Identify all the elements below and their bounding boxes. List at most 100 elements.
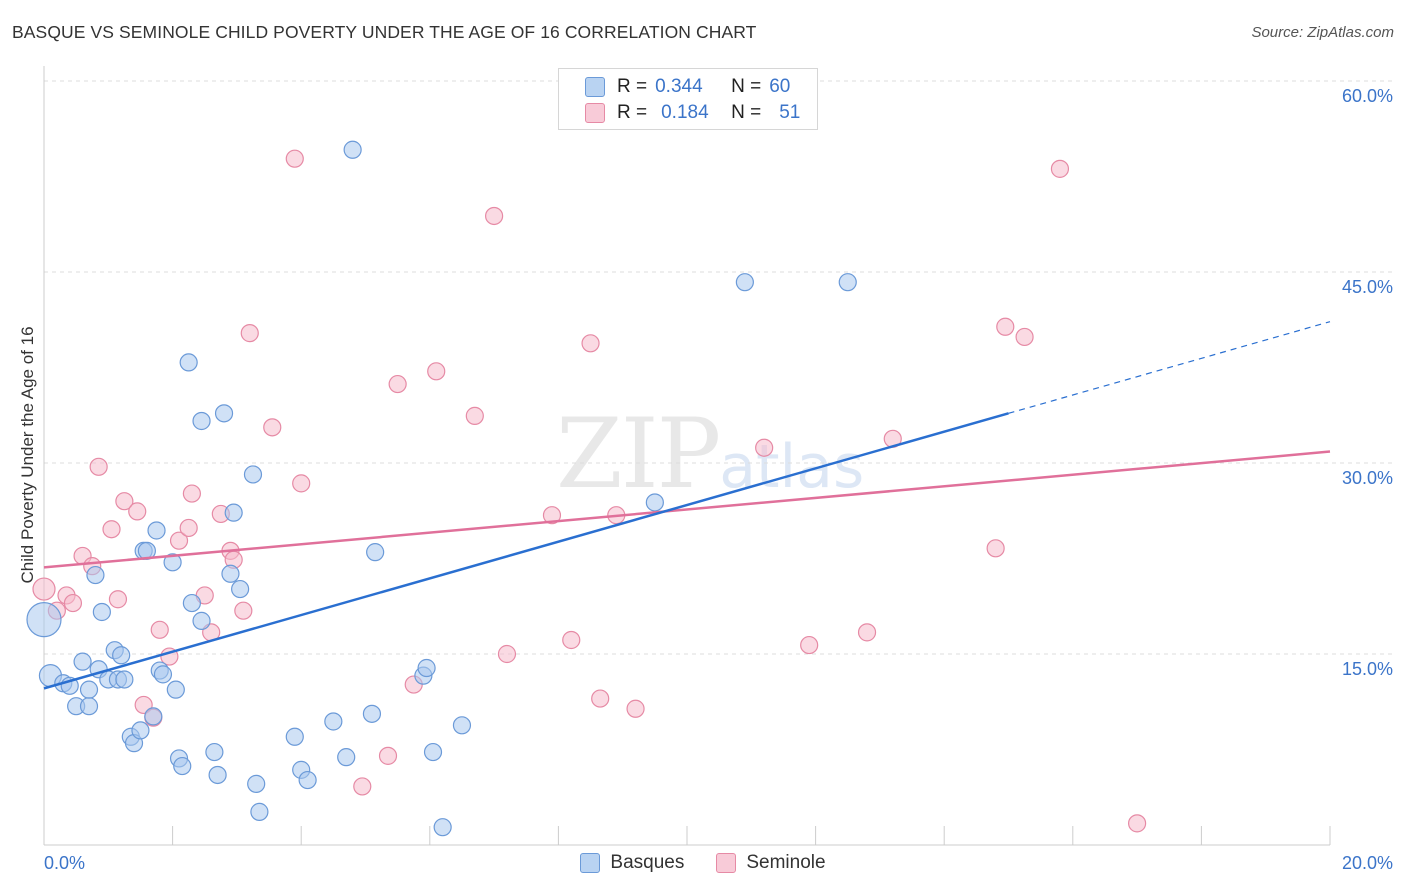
seminole-point <box>285 149 304 168</box>
seminole-trendline <box>43 450 1331 569</box>
seminole-point <box>986 539 1005 558</box>
seminole-point <box>1050 159 1070 178</box>
source-label: Source: ZipAtlas.com <box>1251 24 1394 41</box>
basques-point <box>192 411 211 431</box>
basques-point <box>205 742 224 762</box>
seminole-point <box>115 492 134 511</box>
seminole-point <box>581 334 600 353</box>
basques-point <box>243 465 263 484</box>
seminole-point <box>800 635 819 655</box>
legend-item-seminole: Seminole <box>716 852 826 874</box>
chart-title: BASQUE VS SEMINOLE CHILD POVERTY UNDER T… <box>12 22 757 42</box>
seminole-point <box>755 438 774 457</box>
x-tick-label: 20.0% <box>1342 853 1393 873</box>
watermark-main: ZIP <box>556 398 721 510</box>
basques-point <box>147 521 166 540</box>
basques-point <box>343 140 362 159</box>
basques-point <box>324 712 343 731</box>
y-tick-label: 60.0% <box>1342 86 1393 106</box>
basques-legend-label: Basques <box>610 852 685 873</box>
seminole-point <box>857 623 877 642</box>
seminole-swatch <box>585 103 605 123</box>
basques-point <box>79 697 99 716</box>
basques-r-label: R = <box>617 76 648 97</box>
seminole-point <box>102 520 121 539</box>
basques-point <box>153 665 173 684</box>
seminole-legend-swatch <box>716 853 737 873</box>
seminole-point <box>150 620 169 639</box>
basques-point <box>86 565 105 585</box>
basques-point <box>417 658 436 678</box>
basques-point <box>192 611 211 630</box>
seminole-point <box>240 324 259 343</box>
legend-row-basques: R = 0.344 N = 60 <box>585 75 790 99</box>
seminole-point <box>542 506 562 525</box>
seminole-point <box>89 457 108 476</box>
basques-point <box>221 564 240 583</box>
basques-point <box>298 770 317 790</box>
seminole-point <box>591 689 610 708</box>
y-tick-label: 45.0% <box>1342 277 1393 297</box>
legend-item-basques: Basques <box>580 852 684 874</box>
seminole-point <box>169 531 189 550</box>
seminole-point <box>996 317 1015 336</box>
basques-point <box>423 742 443 762</box>
watermark: ZIPatlas <box>556 398 864 510</box>
basques-n-label: N = <box>731 76 762 97</box>
seminole-legend-label: Seminole <box>746 852 826 873</box>
correlation-legend: R = 0.344 N = 60 R = 0.184 N = 51 <box>558 68 818 130</box>
basques-point <box>166 680 185 699</box>
seminole-point <box>1127 814 1147 833</box>
basques-point <box>115 670 134 689</box>
seminole-point <box>292 474 311 493</box>
basques-point <box>179 353 198 372</box>
seminole-point <box>388 374 407 394</box>
basques-point <box>79 680 99 699</box>
basques-point <box>735 273 754 292</box>
basques-swatch <box>585 77 605 97</box>
y-tick-label: 30.0% <box>1342 468 1393 488</box>
y-tick-label: 15.0% <box>1342 659 1393 679</box>
seminole-n-value: 51 <box>779 102 801 123</box>
basques-point <box>112 646 131 665</box>
seminole-point <box>182 484 201 503</box>
legend-row-seminole: R = 0.184 N = 51 <box>585 101 800 125</box>
basques-point <box>224 503 243 522</box>
basques-point <box>285 727 304 746</box>
seminole-point <box>427 362 446 381</box>
basques-point <box>26 602 62 638</box>
basques-trendline-extension <box>1008 321 1331 414</box>
seminole-point <box>1015 327 1034 347</box>
x-tick-label: 0.0% <box>44 853 85 873</box>
seminole-point <box>263 418 282 437</box>
seminole-point <box>353 777 372 796</box>
basques-point <box>433 818 452 837</box>
seminole-point <box>179 518 198 538</box>
basques-point <box>366 543 385 562</box>
basques-point <box>144 707 163 726</box>
seminole-point <box>108 590 128 609</box>
basques-point <box>645 493 664 512</box>
basques-point <box>838 273 857 292</box>
seminole-point <box>32 577 56 601</box>
seminole-point <box>234 601 253 620</box>
basques-point <box>182 593 201 613</box>
basques-n-value: 60 <box>769 76 791 97</box>
seminole-n-label: N = <box>731 102 762 123</box>
seminole-point <box>465 406 484 425</box>
basques-legend-swatch <box>580 853 601 873</box>
seminole-r-label: R = <box>617 102 648 123</box>
basques-point <box>214 404 234 423</box>
basques-point <box>247 774 266 793</box>
seminole-r-value: 0.184 <box>661 102 709 123</box>
basques-point <box>362 704 382 723</box>
seminole-point <box>497 644 517 664</box>
watermark-sub: atlas <box>719 432 865 502</box>
basques-point <box>250 802 269 821</box>
seminole-point <box>63 593 83 613</box>
seminole-point <box>562 630 581 650</box>
seminole-point <box>128 502 147 521</box>
basques-trendline <box>43 412 1009 690</box>
basques-point <box>173 756 192 776</box>
